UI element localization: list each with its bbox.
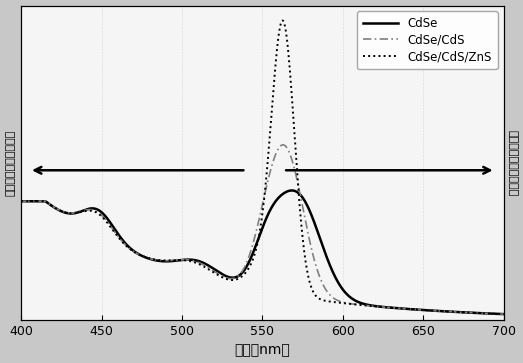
CdSe/CdS/ZnS [486, 311, 493, 316]
CdSe [42, 199, 49, 204]
CdSe/CdS/ZnS [487, 311, 493, 316]
CdSe/CdS [240, 268, 246, 272]
CdSe [487, 311, 493, 316]
X-axis label: 波长（nm）: 波长（nm） [234, 343, 290, 358]
Line: CdSe/CdS/ZnS: CdSe/CdS/ZnS [21, 21, 504, 314]
Y-axis label: 荆光强度（任意单位）: 荆光强度（任意单位） [507, 130, 517, 196]
Y-axis label: 吸收系数（任意单位）: 吸收系数（任意单位） [6, 130, 16, 196]
Line: CdSe/CdS: CdSe/CdS [21, 145, 504, 314]
CdSe/CdS/ZnS [398, 306, 404, 311]
CdSe/CdS/ZnS [18, 199, 24, 203]
CdSe/CdS [487, 311, 493, 316]
CdSe/CdS [42, 199, 49, 204]
Line: CdSe: CdSe [21, 191, 504, 314]
CdSe/CdS [486, 311, 493, 316]
CdSe/CdS [398, 306, 404, 311]
CdSe/CdS/ZnS [240, 273, 246, 278]
CdSe [398, 306, 404, 311]
CdSe/CdS/ZnS [253, 248, 259, 253]
CdSe/CdS [253, 231, 259, 236]
CdSe [486, 311, 493, 316]
CdSe/CdS/ZnS [42, 199, 49, 204]
CdSe [289, 188, 295, 193]
CdSe/CdS [501, 312, 507, 316]
CdSe/CdS/ZnS [279, 19, 286, 23]
CdSe [253, 244, 259, 248]
CdSe/CdS/ZnS [501, 312, 507, 316]
CdSe [240, 270, 246, 274]
CdSe/CdS [18, 199, 24, 203]
CdSe/CdS [280, 143, 286, 147]
Legend: CdSe, CdSe/CdS, CdSe/CdS/ZnS: CdSe, CdSe/CdS, CdSe/CdS/ZnS [357, 12, 498, 69]
CdSe [18, 199, 24, 203]
CdSe [501, 312, 507, 316]
